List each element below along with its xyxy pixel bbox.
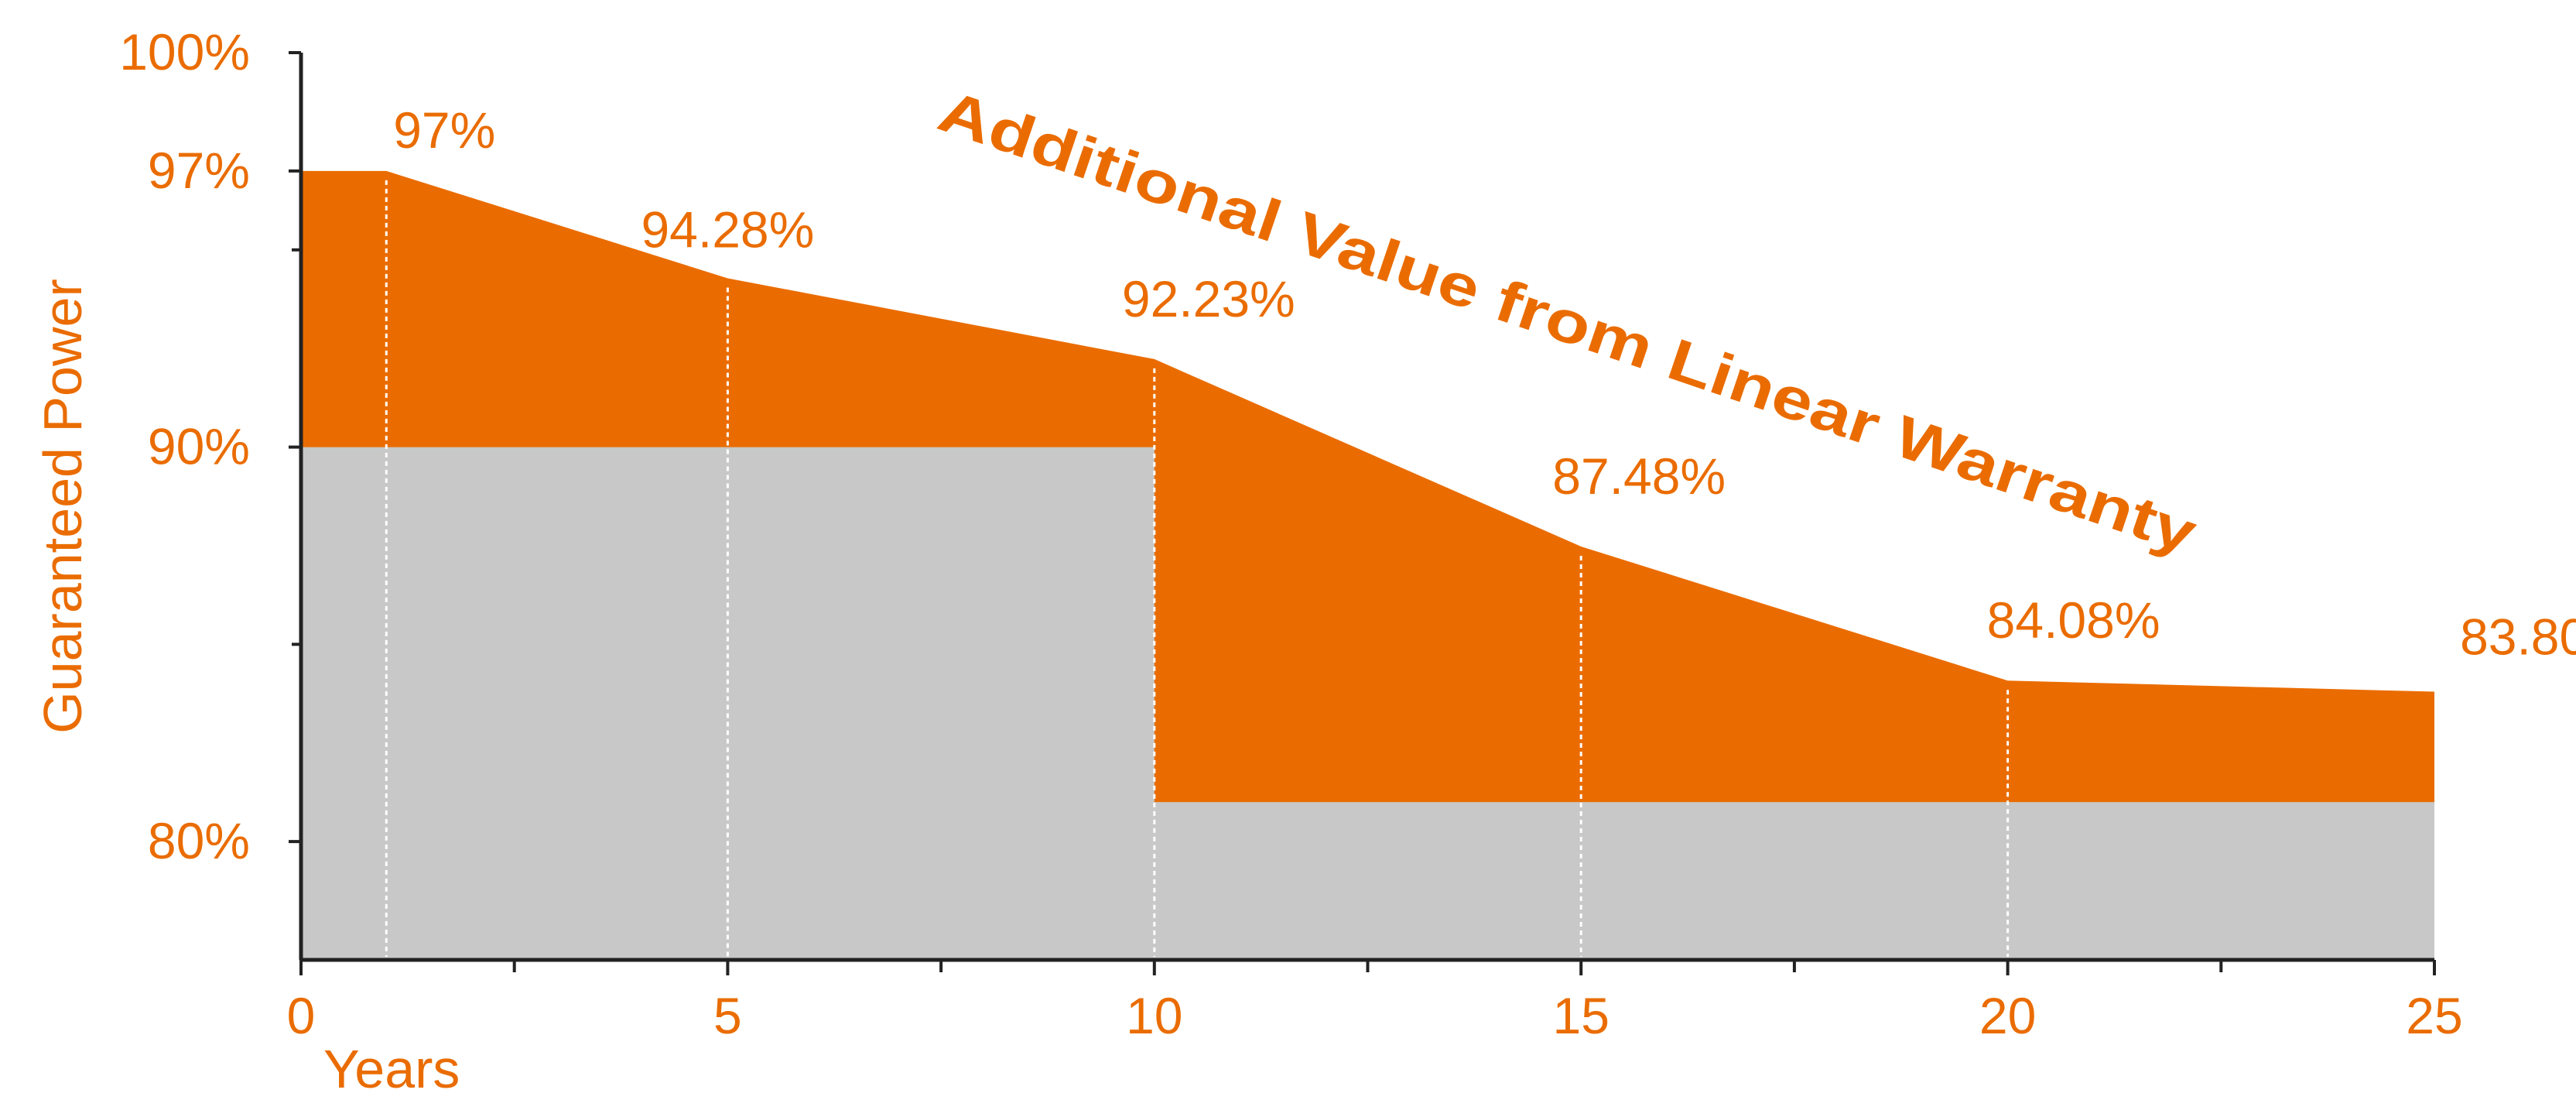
y-tick-label: 80% [148, 812, 250, 869]
data-label: 84.08% [1987, 591, 2160, 649]
data-label: 97% [393, 101, 495, 159]
data-label: 87.48% [1552, 447, 1726, 505]
y-tick-label: 90% [148, 418, 250, 475]
data-label: 92.23% [1122, 270, 1295, 327]
x-tick-label: 25 [2406, 987, 2462, 1044]
data-label: 83.80% [2460, 608, 2576, 665]
x-tick-label: 5 [713, 987, 742, 1044]
x-axis-title: Years [323, 1039, 460, 1099]
y-axis-title: Guaranteed Power [32, 279, 93, 734]
step-warranty-area [301, 447, 2434, 960]
y-tick-label: 100% [119, 23, 250, 81]
x-tick-label: 15 [1552, 987, 1609, 1044]
y-tick-label: 97% [148, 142, 250, 199]
x-tick-label: 10 [1126, 987, 1182, 1044]
data-label: 94.28% [641, 200, 814, 258]
x-tick-label: 0 [287, 987, 316, 1044]
x-tick-label: 20 [1979, 987, 2036, 1044]
